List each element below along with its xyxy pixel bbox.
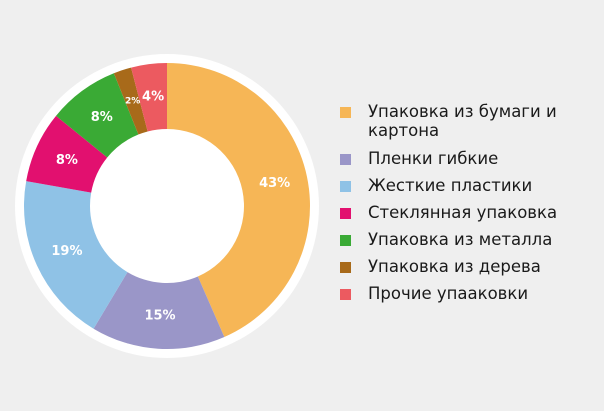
slice-value-label: 43%: [259, 176, 290, 191]
legend-swatch: [340, 208, 351, 219]
legend-label: Упаковка из бумаги и картона: [368, 102, 557, 140]
donut-slice: [93, 272, 225, 349]
legend-swatch: [340, 107, 351, 118]
slice-value-label: 2%: [125, 96, 140, 106]
slice-value-label: 19%: [51, 244, 82, 259]
legend-label: Жесткие пластики: [368, 176, 533, 195]
legend-label: Упаковка из дерева: [368, 257, 541, 276]
legend-item: Упаковка из дерева: [340, 257, 600, 276]
legend-item: Упаковка из металла: [340, 230, 600, 249]
legend-item: Жесткие пластики: [340, 176, 600, 195]
legend-swatch: [340, 235, 351, 246]
legend-label: Пленки гибкие: [368, 149, 499, 168]
donut-slice: [113, 67, 148, 135]
slice-value-label: 4%: [142, 89, 164, 104]
legend-item: Пленки гибкие: [340, 149, 600, 168]
donut-labels: 43% 15% 19% 8% 8% 2% 4%: [51, 89, 290, 323]
legend-label: Стеклянная упаковка: [368, 203, 558, 222]
donut-slice: [167, 63, 310, 338]
slice-value-label: 8%: [91, 110, 113, 125]
slice-value-label: 8%: [56, 153, 78, 168]
legend-item: Стеклянная упаковка: [340, 203, 600, 222]
donut-slice: [56, 73, 139, 158]
donut-slice: [23, 181, 128, 329]
legend-label: Прочие упааковки: [368, 284, 529, 303]
donut-hole: [90, 129, 244, 283]
legend-label: Упаковка из металла: [368, 230, 553, 249]
legend-swatch: [340, 289, 351, 300]
slice-value-label: 15%: [144, 308, 175, 323]
donut-slices: [23, 63, 310, 349]
legend-swatch: [340, 181, 351, 192]
legend-swatch: [340, 262, 351, 273]
donut-slice: [131, 63, 167, 132]
legend-swatch: [340, 154, 351, 165]
donut-slice: [26, 115, 108, 193]
legend: Упаковка из бумаги и картона Пленки гибк…: [340, 102, 600, 311]
legend-item: Упаковка из бумаги и картона: [340, 102, 600, 140]
legend-item: Прочие упааковки: [340, 284, 600, 303]
